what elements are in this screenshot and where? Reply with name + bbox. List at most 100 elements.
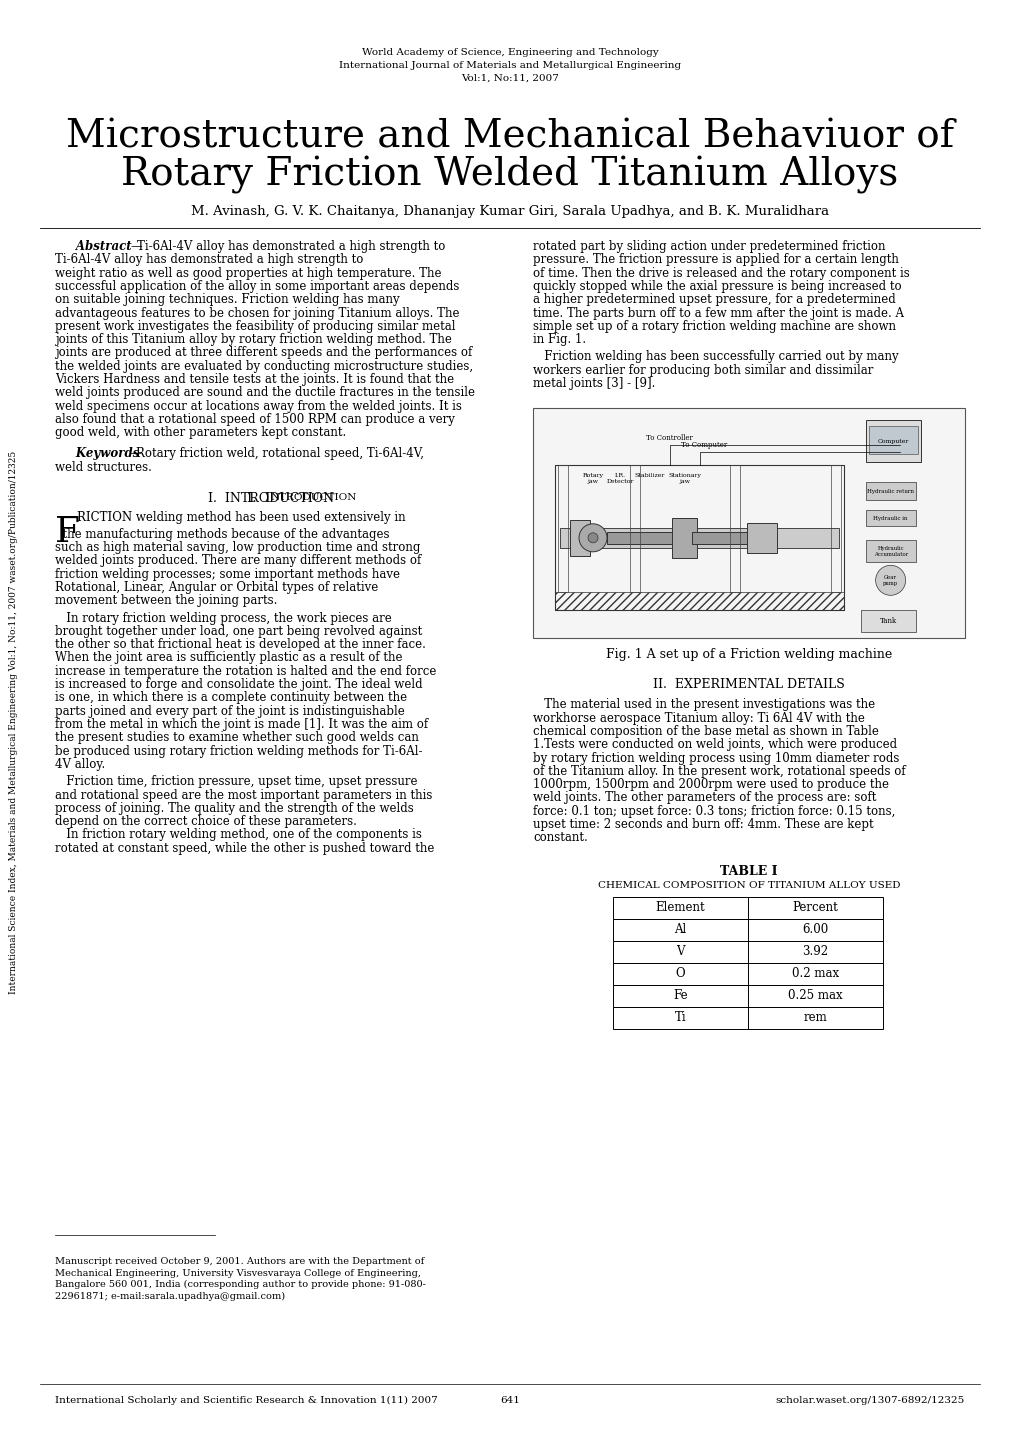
Text: also found that a rotational speed of 1500 RPM can produce a very: also found that a rotational speed of 15… [55, 412, 454, 425]
Text: Rotary Friction Welded Titanium Alloys: Rotary Friction Welded Titanium Alloys [121, 156, 898, 195]
Text: V: V [676, 945, 684, 957]
Text: 0.25 max: 0.25 max [788, 989, 842, 1002]
Text: weld joints. The other parameters of the process are: soft: weld joints. The other parameters of the… [533, 792, 875, 805]
Text: O: O [675, 968, 685, 981]
Text: Manuscript received October 9, 2001. Authors are with the Department of: Manuscript received October 9, 2001. Aut… [55, 1257, 424, 1266]
Text: is one, in which there is a complete continuity between the: is one, in which there is a complete con… [55, 691, 407, 704]
Text: Fe: Fe [673, 989, 687, 1002]
Text: Rotational, Linear, Angular or Orbital types of relative: Rotational, Linear, Angular or Orbital t… [55, 581, 378, 594]
Text: World Academy of Science, Engineering and Technology: World Academy of Science, Engineering an… [362, 48, 657, 58]
Text: by rotary friction welding process using 10mm diameter rods: by rotary friction welding process using… [533, 751, 899, 764]
Text: Vol:1, No:11, 2007: Vol:1, No:11, 2007 [461, 74, 558, 84]
Text: the manufacturing methods because of the advantages: the manufacturing methods because of the… [55, 528, 389, 541]
Text: of time. Then the drive is released and the rotary component is: of time. Then the drive is released and … [533, 267, 909, 280]
Text: workers earlier for producing both similar and dissimilar: workers earlier for producing both simil… [533, 363, 872, 376]
Bar [612, 897, 882, 919]
Text: Rotary
jaw: Rotary jaw [582, 473, 603, 485]
Bar [865, 541, 915, 562]
Text: process of joining. The quality and the strength of the welds: process of joining. The quality and the … [55, 802, 414, 815]
Text: 6.00: 6.00 [802, 923, 827, 936]
Bar [570, 519, 589, 555]
Text: The material used in the present investigations was the: The material used in the present investi… [533, 698, 874, 711]
Text: friction welding processes; some important methods have: friction welding processes; some importa… [55, 568, 399, 581]
Text: time. The parts burn off to a few mm after the joint is made. A: time. The parts burn off to a few mm aft… [533, 307, 903, 320]
Bar [533, 408, 964, 639]
Text: scholar.waset.org/1307-6892/12325: scholar.waset.org/1307-6892/12325 [775, 1396, 964, 1405]
Text: metal joints [3] - [9].: metal joints [3] - [9]. [533, 376, 655, 389]
Text: such as high material saving, low production time and strong: such as high material saving, low produc… [55, 541, 420, 554]
Text: 641: 641 [499, 1396, 520, 1405]
Bar [630, 466, 639, 593]
Bar [612, 985, 882, 1007]
Text: present work investigates the feasibility of producing similar metal: present work investigates the feasibilit… [55, 320, 455, 333]
Bar [559, 528, 839, 548]
Text: II.  EXPERIMENTAL DETAILS: II. EXPERIMENTAL DETAILS [652, 678, 844, 691]
Text: simple set up of a rotary friction welding machine are shown: simple set up of a rotary friction weldi… [533, 320, 895, 333]
Text: weld joints produced are sound and the ductile fractures in the tensile: weld joints produced are sound and the d… [55, 386, 475, 399]
Bar [554, 466, 843, 610]
Circle shape [874, 565, 905, 596]
Text: movement between the joining parts.: movement between the joining parts. [55, 594, 277, 607]
Text: from the metal in which the joint is made [1]. It was the aim of: from the metal in which the joint is mad… [55, 718, 428, 731]
Text: constant.: constant. [533, 831, 587, 845]
Text: the other so that frictional heat is developed at the inner face.: the other so that frictional heat is dev… [55, 639, 426, 652]
Text: —: — [128, 447, 141, 460]
Text: F: F [55, 515, 79, 548]
Bar [612, 963, 882, 985]
Bar [730, 466, 739, 593]
Bar [860, 610, 915, 632]
Text: advantageous features to be chosen for joining Titanium alloys. The: advantageous features to be chosen for j… [55, 307, 459, 320]
Text: Hydraulic in: Hydraulic in [872, 516, 907, 521]
Text: parts joined and every part of the joint is indistinguishable: parts joined and every part of the joint… [55, 705, 405, 718]
Text: weld structures.: weld structures. [55, 461, 152, 474]
Text: pressure. The friction pressure is applied for a certain length: pressure. The friction pressure is appli… [533, 254, 898, 267]
Text: in Fig. 1.: in Fig. 1. [533, 333, 586, 346]
Text: upset time: 2 seconds and burn off: 4mm. These are kept: upset time: 2 seconds and burn off: 4mm.… [533, 818, 872, 831]
Text: Vickers Hardness and tensile tests at the joints. It is found that the: Vickers Hardness and tensile tests at th… [55, 373, 453, 386]
Text: International Journal of Materials and Metallurgical Engineering: International Journal of Materials and M… [338, 61, 681, 71]
Text: Al: Al [674, 923, 686, 936]
Text: quickly stopped while the axial pressure is being increased to: quickly stopped while the axial pressure… [533, 280, 901, 293]
Text: and rotational speed are the most important parameters in this: and rotational speed are the most import… [55, 789, 432, 802]
Text: NTRODUCTION: NTRODUCTION [271, 493, 357, 502]
Bar [612, 940, 882, 963]
Text: joints are produced at three different speeds and the performances of: joints are produced at three different s… [55, 346, 472, 359]
Text: 1.Tests were conducted on weld joints, which were produced: 1.Tests were conducted on weld joints, w… [533, 738, 897, 751]
Text: Element: Element [655, 901, 704, 914]
Text: TABLE I: TABLE I [719, 865, 777, 878]
Text: Hydraulic
Accumulator: Hydraulic Accumulator [872, 547, 907, 557]
Text: Friction time, friction pressure, upset time, upset pressure: Friction time, friction pressure, upset … [55, 776, 417, 789]
Text: —: — [129, 239, 142, 252]
Bar [557, 466, 568, 593]
Bar [672, 518, 696, 558]
Text: CHEMICAL COMPOSITION OF TITANIUM ALLOY USED: CHEMICAL COMPOSITION OF TITANIUM ALLOY U… [597, 881, 900, 890]
Text: rotated at constant speed, while the other is pushed toward the: rotated at constant speed, while the oth… [55, 842, 434, 855]
Bar [865, 420, 920, 463]
Text: To Computer: To Computer [681, 441, 727, 450]
Text: I.  INTRODUCTION: I. INTRODUCTION [208, 493, 334, 506]
Text: Percent: Percent [792, 901, 838, 914]
Text: the welded joints are evaluated by conducting microstructure studies,: the welded joints are evaluated by condu… [55, 359, 473, 372]
Text: welded joints produced. There are many different methods of: welded joints produced. There are many d… [55, 554, 421, 567]
Bar [865, 482, 915, 500]
Bar [746, 523, 776, 552]
Text: I.R.
Detector: I.R. Detector [605, 473, 633, 485]
Text: 3.92: 3.92 [802, 945, 827, 957]
Text: International Science Index, Materials and Metallurgical Engineering Vol:1, No:1: International Science Index, Materials a… [9, 450, 18, 994]
Text: is increased to forge and consolidate the joint. The ideal weld: is increased to forge and consolidate th… [55, 678, 422, 691]
Text: Abstract: Abstract [70, 239, 131, 252]
Text: brought together under load, one part being revolved against: brought together under load, one part be… [55, 624, 422, 637]
Text: 22961871; e-mail:sarala.upadhya@gmail.com): 22961871; e-mail:sarala.upadhya@gmail.co… [55, 1292, 285, 1301]
Text: chemical composition of the base metal as shown in Table: chemical composition of the base metal a… [533, 725, 878, 738]
Text: Stationary
jaw: Stationary jaw [667, 473, 701, 485]
Text: Ti-6Al-4V alloy has demonstrated a high strength to: Ti-6Al-4V alloy has demonstrated a high … [55, 254, 363, 267]
Text: workhorse aerospace Titanium alloy: Ti 6Al 4V with the: workhorse aerospace Titanium alloy: Ti 6… [533, 711, 864, 724]
Text: 4V alloy.: 4V alloy. [55, 758, 105, 771]
Text: Ti: Ti [674, 1011, 686, 1024]
Text: on suitable joining techniques. Friction welding has many: on suitable joining techniques. Friction… [55, 293, 399, 306]
Text: Hydraulic return: Hydraulic return [866, 489, 913, 493]
Text: Rotary friction weld, rotational speed, Ti-6Al-4V,: Rotary friction weld, rotational speed, … [136, 447, 424, 460]
Text: Computer: Computer [876, 438, 908, 444]
Text: depend on the correct choice of these parameters.: depend on the correct choice of these pa… [55, 815, 357, 828]
Text: To Controller: To Controller [645, 434, 692, 443]
